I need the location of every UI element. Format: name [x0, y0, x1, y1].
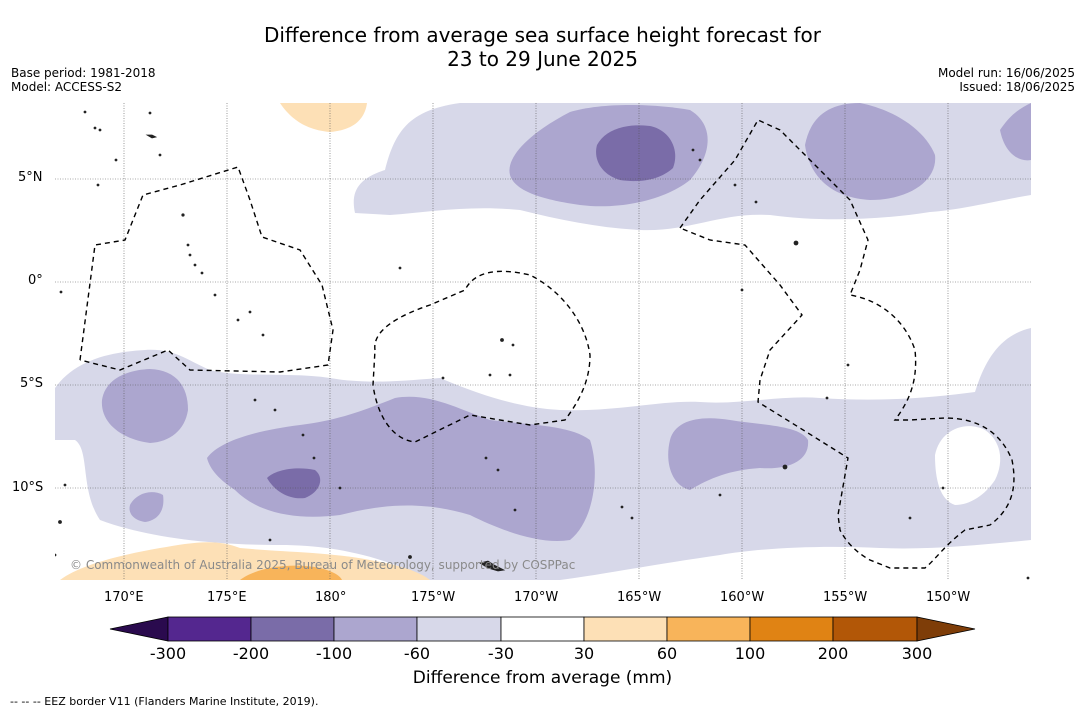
model-run: Model run: 16/06/2025 [937, 66, 1075, 80]
lon-tick-180: 180° [315, 590, 347, 605]
zone-mid-purple-west [101, 369, 188, 443]
lat-tick-5n: 5°N [18, 170, 43, 185]
colorbar-label: -30 [487, 644, 515, 663]
map-title-line1: Difference from average sea surface heig… [263, 23, 822, 47]
zone-dark-purple-north [596, 125, 676, 182]
colorbar-label: 60 [656, 644, 678, 663]
lat-tick-0: 0° [28, 273, 43, 288]
model-name: Model: ACCESS-S2 [11, 80, 123, 94]
colorbar-label: -100 [315, 644, 353, 663]
lon-tick-170e: 170°E [104, 590, 144, 605]
lat-tick-5s: 5°S [20, 376, 44, 391]
colorbar-label: -300 [149, 644, 187, 663]
zone-white-inner [935, 426, 1001, 505]
colorbar-high-extension [916, 616, 976, 642]
eez-borders [79, 119, 1015, 569]
zone-light-orange-north [280, 103, 367, 132]
zone-mid-purple-east-edge [1000, 103, 1031, 161]
zone-mid-purple-ne [805, 103, 936, 200]
lat-tick-10s: 10°S [12, 480, 44, 495]
map-title-line2: 23 to 29 June 2025 [447, 47, 638, 71]
lon-tick-160w: 160°W [720, 590, 765, 605]
lon-tick-175w: 175°W [411, 590, 456, 605]
eez-footnote: -- -- -- EEZ border V11 (Flanders Marine… [10, 695, 319, 708]
gridlines [55, 103, 1031, 580]
lon-tick-165w: 165°W [617, 590, 662, 605]
colorbar-label: 300 [901, 644, 933, 663]
lon-tick-155w: 155°W [823, 590, 868, 605]
colorbar [109, 616, 976, 642]
islands [55, 110, 1030, 580]
copyright-notice: © Commonwealth of Australia 2025, Bureau… [70, 558, 576, 572]
colorbar-label: -200 [232, 644, 270, 663]
lon-tick-150w: 150°W [926, 590, 971, 605]
colorbar-label: 30 [573, 644, 595, 663]
colorbar-low-extension [109, 616, 169, 642]
lon-tick-170w: 170°W [514, 590, 559, 605]
base-period: Base period: 1981-2018 [11, 66, 156, 80]
zone-mid-orange-south [240, 565, 342, 580]
issued-date: Issued: 18/06/2025 [959, 80, 1075, 94]
zone-mid-purple-south-east [668, 418, 809, 490]
colorbar-label: 200 [817, 644, 849, 663]
zone-mid-purple-small [129, 492, 164, 522]
zone-light-orange-south [60, 542, 430, 580]
zone-dark-purple-south [267, 468, 321, 499]
colorbar-title: Difference from average (mm) [412, 668, 673, 688]
colorbar-label: -60 [403, 644, 431, 663]
lon-tick-175e: 175°E [207, 590, 247, 605]
zone-mid-purple-south-center [207, 396, 595, 541]
colorbar-label: 100 [734, 644, 766, 663]
